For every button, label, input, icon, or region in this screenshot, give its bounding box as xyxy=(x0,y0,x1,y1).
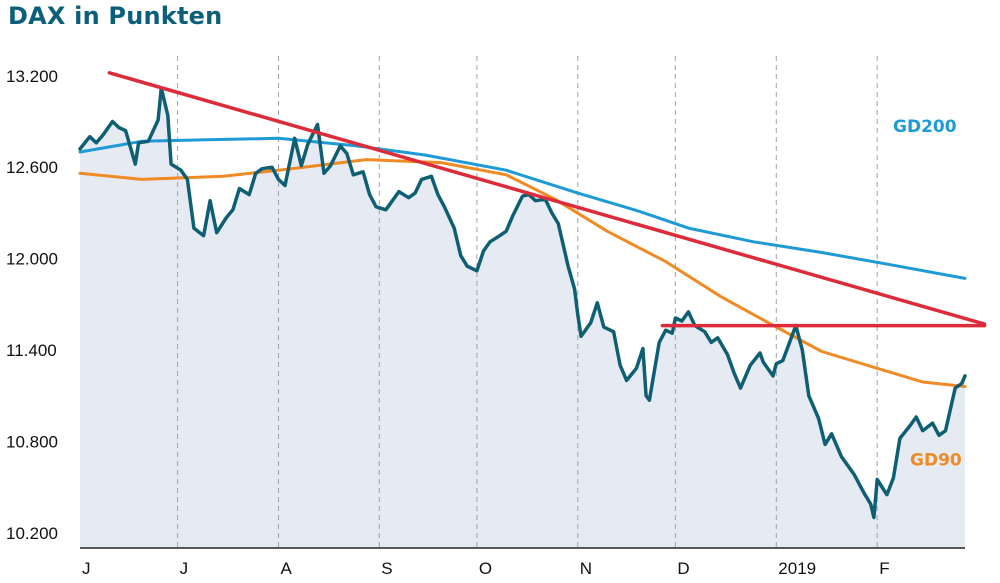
y-tick-label: 11.400 xyxy=(6,341,57,360)
x-axis-ticks: J J A S O N D 2019 F xyxy=(82,559,890,578)
y-tick-label: 12.600 xyxy=(6,158,58,177)
x-tick-label: N xyxy=(580,559,592,578)
x-tick-label: D xyxy=(677,559,689,578)
x-tick-label: F xyxy=(879,559,889,578)
x-tick-label: 2019 xyxy=(778,559,816,578)
trendlines xyxy=(107,71,987,328)
series-label-gd200: GD200 xyxy=(893,117,957,137)
chart-title: DAX in Punkten xyxy=(8,2,223,30)
series-line-dax xyxy=(78,86,967,520)
x-tick-label: A xyxy=(281,559,293,578)
y-tick-label: 10.800 xyxy=(6,432,58,451)
series-label-gd90: GD90 xyxy=(910,451,962,471)
y-tick-label: 13.200 xyxy=(6,67,58,86)
dax-area-fill xyxy=(80,88,965,548)
y-axis-ticks: 13.200 12.600 12.000 11.400 10.800 10.200 xyxy=(6,67,58,543)
x-tick-label: O xyxy=(479,559,492,578)
series-labels: GD200 GD90 xyxy=(893,117,962,471)
x-tick-label: J xyxy=(82,559,91,578)
series-line-gd200 xyxy=(78,136,967,280)
series-lines xyxy=(78,86,967,520)
trendline-0 xyxy=(107,71,987,326)
y-tick-label: 12.000 xyxy=(6,250,58,269)
x-tick-label: J xyxy=(180,559,189,578)
plot-area-fill xyxy=(80,88,965,548)
y-tick-label: 10.200 xyxy=(6,524,58,543)
x-tick-label: S xyxy=(381,559,392,578)
